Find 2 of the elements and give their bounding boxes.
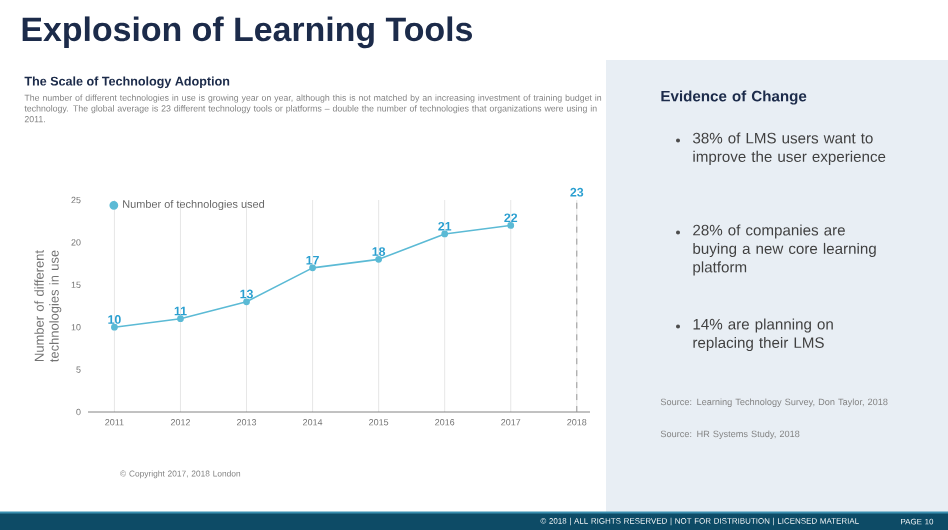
chart-title: Explosion of Learning Tools xyxy=(22,16,472,49)
point xyxy=(507,222,515,229)
